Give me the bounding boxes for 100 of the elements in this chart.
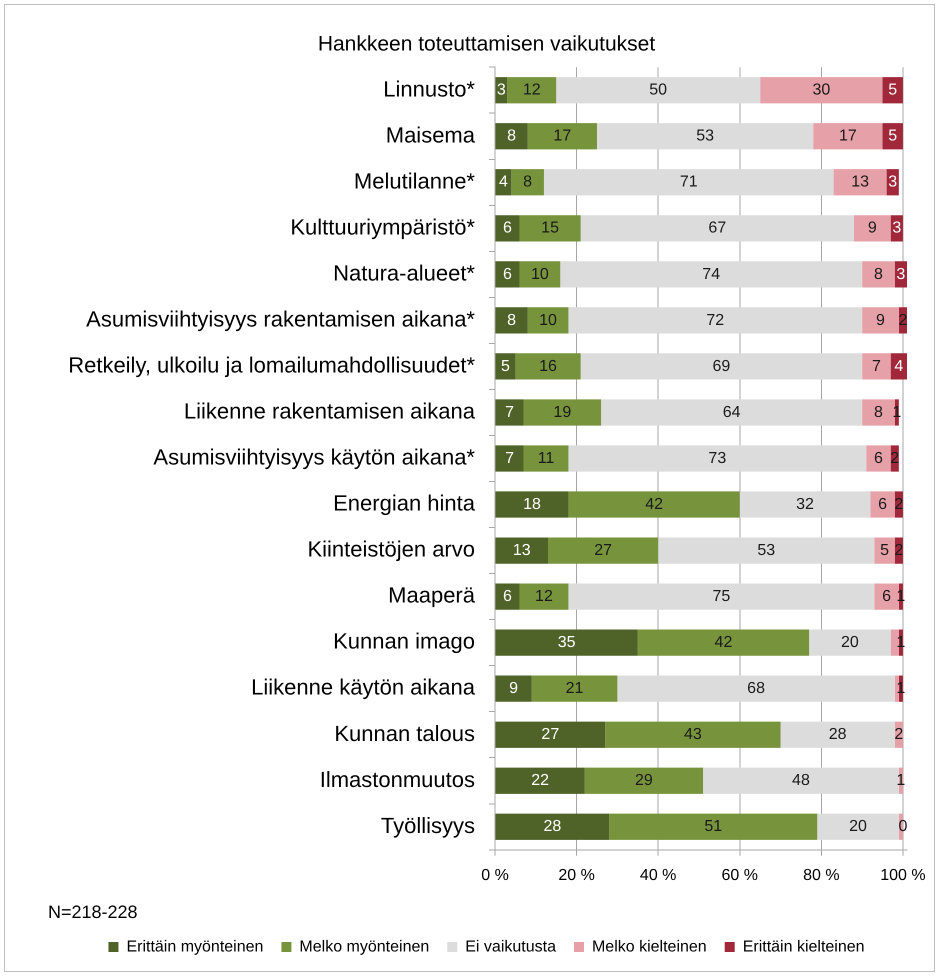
bar (556, 77, 760, 104)
data-label: 7 (505, 404, 514, 421)
bar (548, 537, 658, 564)
bar (496, 537, 548, 564)
data-label: 5 (888, 128, 898, 145)
bar (584, 768, 704, 794)
data-label: 3 (892, 220, 902, 237)
data-label: 13 (512, 542, 531, 559)
data-label: 10 (530, 266, 549, 283)
data-label: 9 (509, 680, 518, 698)
data-label: 5 (888, 82, 898, 99)
data-label: 21 (566, 680, 584, 698)
x-tick-label: 40 % (640, 866, 676, 884)
data-label: 1 (896, 772, 906, 790)
bar (809, 630, 891, 656)
y-tick-label: Liikenne rakentamisen aikana (184, 398, 476, 424)
data-label: 8 (523, 174, 532, 191)
data-label: 17 (553, 128, 572, 145)
legend-label: Erittäin kielteinen (742, 938, 865, 956)
data-label: 72 (706, 312, 724, 329)
y-tick-label: Retkeily, ulkoilu ja lomailumahdollisuudet* (68, 352, 476, 378)
data-label: 64 (722, 404, 741, 421)
data-label: 3 (496, 82, 506, 99)
data-label: 22 (531, 772, 550, 790)
data-label: 4 (498, 174, 508, 191)
data-label: 12 (522, 82, 541, 99)
bar (813, 123, 883, 150)
y-tick-label: Linnusto* (383, 76, 476, 102)
data-label: 15 (541, 220, 560, 237)
bar (568, 307, 862, 334)
legend-label: Erittäin myönteinen (126, 938, 264, 956)
data-label: 12 (535, 588, 553, 606)
data-label: 8 (507, 312, 516, 329)
data-label: 73 (708, 450, 726, 467)
data-label: 0 (898, 818, 908, 836)
y-tick-label: Kunnan imago (333, 628, 475, 654)
data-label: 4 (894, 358, 904, 375)
bar (496, 123, 528, 150)
y-tick-label: Maisema (386, 122, 476, 148)
bar (496, 768, 585, 794)
bar (580, 353, 862, 380)
bar (882, 123, 903, 150)
bar (817, 814, 899, 840)
data-label: 10 (539, 312, 558, 329)
data-label: 17 (838, 128, 857, 145)
data-label: 2 (890, 450, 900, 467)
bar (496, 353, 516, 380)
bar (496, 445, 524, 472)
y-tick-label: Ilmastonmuutos (320, 766, 475, 792)
bar (496, 307, 528, 334)
data-label: 6 (882, 588, 892, 606)
data-label: 53 (696, 128, 714, 145)
bar (890, 630, 899, 656)
bar (496, 814, 610, 840)
bar (862, 307, 899, 334)
data-label: 28 (828, 726, 847, 744)
data-label: 43 (684, 726, 702, 744)
y-tick-label: Kunnan talous (334, 720, 475, 746)
bar (874, 583, 899, 610)
bar (854, 215, 891, 242)
data-label: 48 (792, 772, 810, 790)
data-label: 8 (507, 128, 516, 145)
bar (874, 537, 895, 564)
data-label: 5 (500, 358, 510, 375)
bar (528, 123, 597, 150)
legend-label: Melko myönteinen (299, 938, 430, 956)
data-label: 2 (894, 542, 904, 559)
data-label: 67 (708, 220, 726, 237)
data-label: 29 (634, 772, 653, 790)
y-tick-label: Kiinteistöjen arvo (307, 536, 475, 562)
y-tick-label: Liikenne käytön aikana (251, 674, 476, 700)
bar (862, 353, 891, 380)
bar (496, 215, 520, 242)
x-tick-label: 60 % (722, 866, 758, 884)
data-label: 71 (680, 174, 698, 191)
data-label: 50 (649, 82, 668, 99)
data-label: 20 (849, 818, 868, 836)
data-label: 2 (894, 496, 904, 513)
data-label: 13 (851, 174, 870, 191)
data-label: 51 (704, 818, 722, 836)
bar (834, 169, 887, 196)
data-label: 27 (541, 726, 560, 744)
bar (760, 77, 883, 104)
data-label: 9 (876, 312, 886, 329)
bar (496, 399, 524, 426)
bar (568, 491, 740, 518)
data-label: 35 (558, 634, 576, 652)
y-tick-label: Natura-alueet* (333, 260, 476, 286)
bar (519, 261, 560, 288)
data-label: 8 (874, 404, 883, 421)
bar (740, 491, 870, 518)
bar (511, 169, 544, 196)
bar (524, 445, 568, 472)
x-tick-label: 80 % (803, 866, 840, 884)
data-label: 69 (712, 358, 730, 375)
bar (890, 353, 907, 380)
y-tick-label: Kulttuuriympäristö* (290, 214, 476, 240)
bar (496, 169, 512, 196)
bar (617, 676, 895, 702)
text: N=218-228 (48, 902, 138, 922)
